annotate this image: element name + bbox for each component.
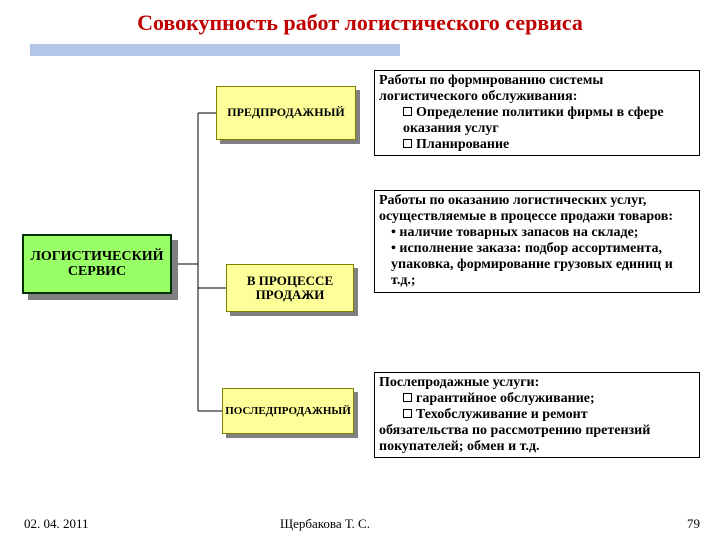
root-label: ЛОГИСТИЧЕСКИЙ СЕРВИС [24,249,170,280]
desc-line: Послепродажные услуги: [379,375,695,391]
checkbox-icon [403,393,412,402]
desc-line: Работы по формированию системы логистиче… [379,73,695,105]
title-text: Совокупность работ логистического сервис… [137,10,583,35]
checkbox-icon [403,107,412,116]
desc-line: гарантийное обслуживание; [379,391,695,407]
desc-pre: Работы по формированию системы логистиче… [374,70,700,156]
desc-text: Послепродажные услуги: [379,375,539,390]
checkbox-icon [403,409,412,418]
desc-text: • наличие товарных запасов на складе; [391,225,638,240]
desc-post: Послепродажные услуги:гарантийное обслуж… [374,372,700,458]
desc-text: Планирование [416,137,509,152]
desc-line: обязательства по рассмотрению претензий … [379,423,695,455]
desc-line: Работы по оказанию логистических услуг, … [379,193,695,225]
desc-text: Техобслуживание и ремонт [416,407,588,422]
root-node: ЛОГИСТИЧЕСКИЙ СЕРВИС [22,234,172,294]
desc-line: Планирование [379,137,695,153]
desc-text: Определение политики фирмы в сфере оказа… [403,105,664,136]
desc-line: Техобслуживание и ремонт [379,407,695,423]
desc-text: Работы по формированию системы логистиче… [379,73,603,104]
checkbox-icon [403,139,412,148]
child-node-proc: В ПРОЦЕССЕ ПРОДАЖИ [226,264,354,312]
desc-text: • исполнение заказа: подбор ассортимента… [391,241,673,288]
desc-proc: Работы по оказанию логистических услуг, … [374,190,700,293]
desc-line: Определение политики фирмы в сфере оказа… [379,105,695,137]
desc-text: обязательства по рассмотрению претензий … [379,423,650,454]
desc-text: гарантийное обслуживание; [416,391,595,406]
desc-text: Работы по оказанию логистических услуг, … [379,193,673,224]
child-node-pre: ПРЕДПРОДАЖНЫЙ [216,86,356,140]
footer-date: 02. 04. 2011 [24,516,89,532]
child-node-post: ПОСЛЕДПРОДАЖНЫЙ [222,388,354,434]
desc-line: • наличие товарных запасов на складе; [379,225,695,241]
footer-page: 79 [687,516,700,532]
page-title: Совокупность работ логистического сервис… [0,10,720,36]
desc-line: • исполнение заказа: подбор ассортимента… [379,241,695,289]
footer-author: Щербакова Т. С. [280,516,370,532]
title-underline [30,44,400,56]
